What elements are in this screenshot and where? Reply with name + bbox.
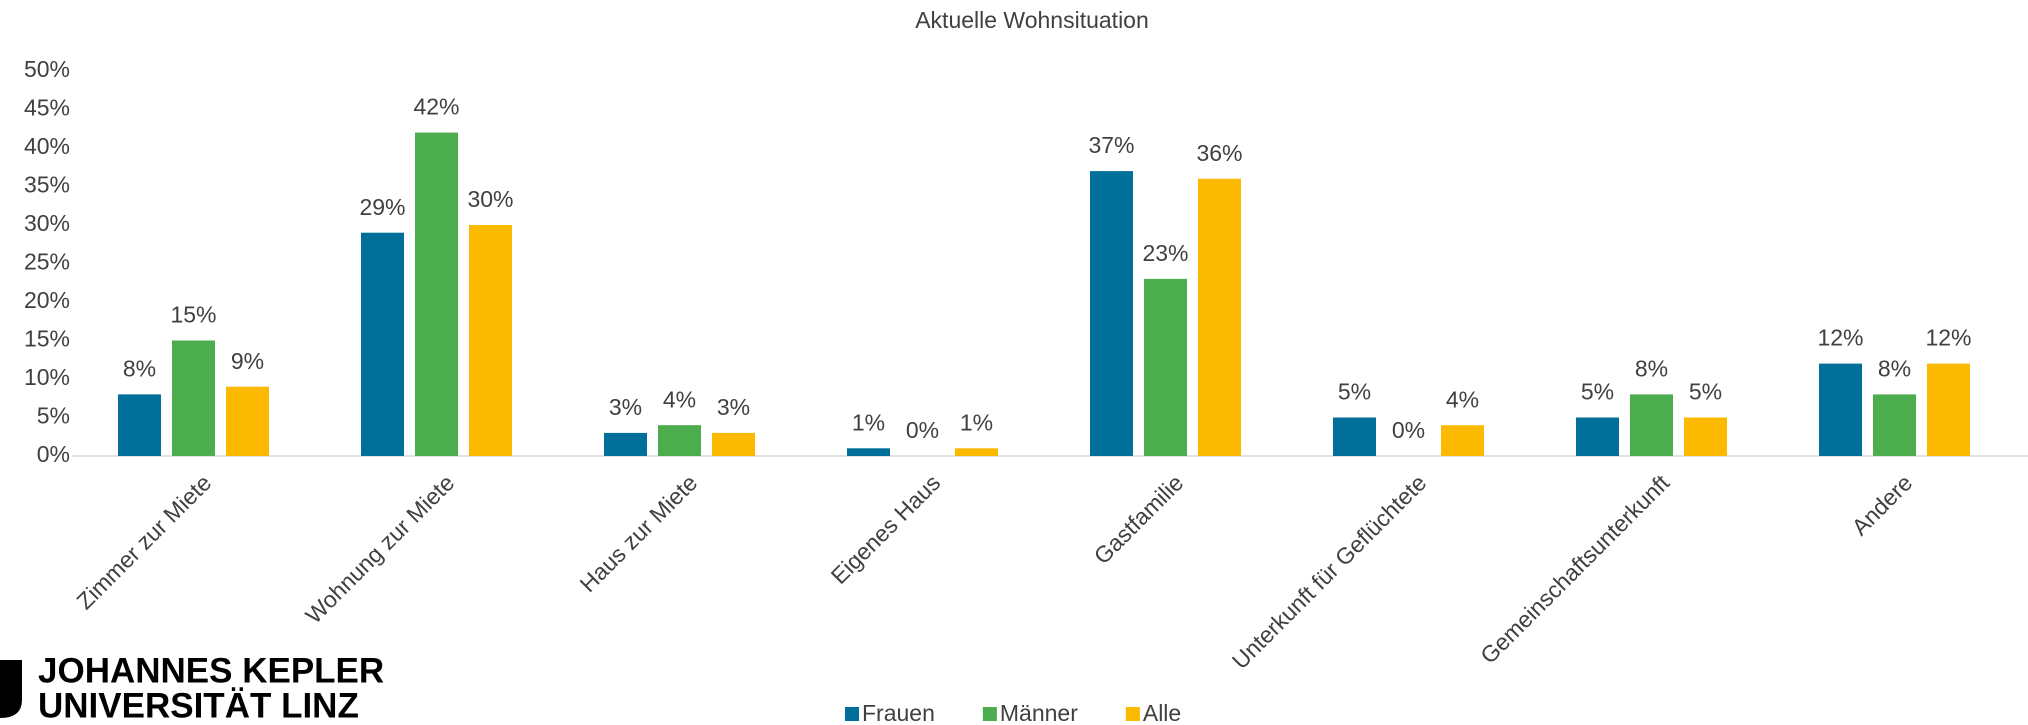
bar [226, 386, 269, 456]
legend-swatch [845, 707, 859, 721]
y-tick-label: 0% [37, 441, 70, 467]
value-label: 30% [467, 186, 513, 212]
value-label: 8% [1635, 355, 1668, 381]
y-tick-label: 45% [24, 95, 70, 121]
bar [658, 425, 701, 456]
x-tick-label: Gastfamilie [1089, 469, 1189, 569]
y-tick-label: 5% [37, 403, 70, 429]
value-label: 36% [1196, 140, 1242, 166]
value-label: 3% [717, 394, 750, 420]
value-label: 4% [1446, 386, 1479, 412]
value-label: 8% [1878, 355, 1911, 381]
bar [1090, 171, 1133, 456]
bar [847, 448, 890, 456]
value-label: 0% [906, 417, 939, 443]
value-label: 4% [663, 386, 696, 412]
bar [604, 432, 647, 456]
value-label: 1% [852, 409, 885, 435]
x-tick-label: Eigenes Haus [826, 469, 946, 589]
bar [469, 225, 512, 456]
value-label: 12% [1925, 325, 1971, 351]
bar [1630, 394, 1673, 456]
x-tick-label: Wohnung zur Miete [300, 469, 459, 628]
legend-swatch [1125, 707, 1140, 721]
y-tick-label: 15% [24, 326, 70, 352]
bar [361, 232, 404, 456]
x-tick-label: Haus zur Miete [575, 469, 703, 597]
bar [118, 394, 161, 456]
y-tick-label: 50% [24, 56, 70, 82]
value-label: 1% [960, 409, 993, 435]
bar [1576, 417, 1619, 456]
value-label: 0% [1392, 417, 1425, 443]
value-label: 5% [1338, 379, 1371, 405]
bar [1198, 178, 1241, 457]
value-label: 5% [1581, 379, 1614, 405]
y-tick-label: 30% [24, 210, 70, 236]
x-tick-label: Zimmer zur Miete [71, 469, 216, 614]
bar [1144, 278, 1187, 456]
bar [955, 448, 998, 456]
x-tick-label: Gemeinschaftsunterkunft [1475, 469, 1675, 669]
y-tick-label: 25% [24, 249, 70, 275]
value-label: 42% [413, 94, 459, 120]
legend-label: Frauen [862, 700, 935, 725]
legend-swatch [982, 707, 997, 721]
chart-subtitle: Aktuelle Wohnsituation [915, 7, 1149, 33]
x-tick-label: Andere [1847, 469, 1918, 540]
y-tick-label: 10% [24, 364, 70, 390]
value-label: 9% [231, 348, 264, 374]
bar [1441, 425, 1484, 456]
logo: JOHANNES KEPLER UNIVERSITÄT LINZ [0, 651, 384, 725]
value-label: 8% [123, 355, 156, 381]
bar [1873, 394, 1916, 456]
value-label: 23% [1142, 240, 1188, 266]
bar [1927, 363, 1970, 456]
value-label: 12% [1817, 325, 1863, 351]
value-label: 3% [609, 394, 642, 420]
y-tick-label: 40% [24, 133, 70, 159]
bar [712, 432, 755, 456]
y-tick-label: 20% [24, 287, 70, 313]
logo-line: UNIVERSITÄT LINZ [38, 686, 359, 725]
value-label: 29% [359, 194, 405, 220]
logo-line: JOHANNES KEPLER [38, 651, 384, 690]
bar [415, 132, 458, 456]
bar [172, 340, 215, 456]
x-tick-label: Unterkunft für Geflüchtete [1227, 469, 1432, 674]
legend-label: Männer [1000, 700, 1078, 725]
legend-label: Alle [1143, 700, 1181, 725]
bar [1684, 417, 1727, 456]
logo-mark [0, 660, 22, 718]
bar [1333, 417, 1376, 456]
y-tick-label: 35% [24, 172, 70, 198]
bar [1819, 363, 1862, 456]
value-label: 15% [170, 302, 216, 328]
value-label: 37% [1088, 132, 1134, 158]
value-label: 5% [1689, 379, 1722, 405]
